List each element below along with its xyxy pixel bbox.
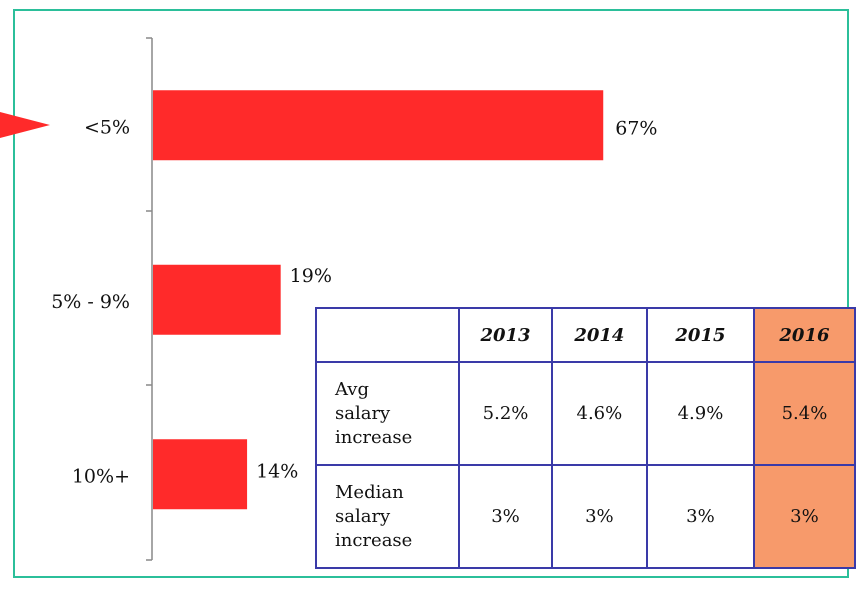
column-header: 2015 xyxy=(646,307,755,363)
value-label: 19% xyxy=(290,265,332,287)
table-cell: 3% xyxy=(646,464,755,569)
category-label: 5% - 9% xyxy=(51,291,130,313)
row-label-cell: Avg salary increase xyxy=(314,361,461,466)
bar xyxy=(153,264,281,335)
category-label: <5% xyxy=(84,116,130,138)
summary-table: 2013 2014 2015 2016 Avg salary increase 5.2% 4… xyxy=(314,307,856,569)
table-cell: 4.6% xyxy=(550,361,649,466)
column-header: 2013 xyxy=(458,307,553,363)
table-cell: 3% xyxy=(752,464,856,569)
table-cell: 5.4% xyxy=(752,361,856,466)
bar xyxy=(153,439,248,510)
column-header: 2016 xyxy=(752,307,856,363)
header-row: 2013 2014 2015 2016 xyxy=(314,307,856,363)
value-label: 67% xyxy=(615,117,657,139)
table-cell: 3% xyxy=(458,464,553,569)
table-row: Median salary increase 3% 3% 3% 3% xyxy=(314,464,856,569)
pointer-arrow xyxy=(0,112,50,138)
row-label-cell: Median salary increase xyxy=(314,464,461,569)
table-cell: 3% xyxy=(550,464,649,569)
table-cell: 4.9% xyxy=(646,361,755,466)
bar xyxy=(153,90,604,161)
category-axis xyxy=(146,37,153,561)
column-header: 2014 xyxy=(550,307,649,363)
value-label: 14% xyxy=(256,460,298,482)
row-label: Median salary increase xyxy=(335,481,413,551)
corner-cell xyxy=(314,307,461,363)
table-row: Avg salary increase 5.2% 4.6% 4.9% 5.4% xyxy=(314,361,856,466)
table-cell: 5.2% xyxy=(458,361,553,466)
category-label: 10%+ xyxy=(72,465,130,487)
row-label: Avg salary increase xyxy=(335,378,413,448)
frame xyxy=(13,9,849,578)
